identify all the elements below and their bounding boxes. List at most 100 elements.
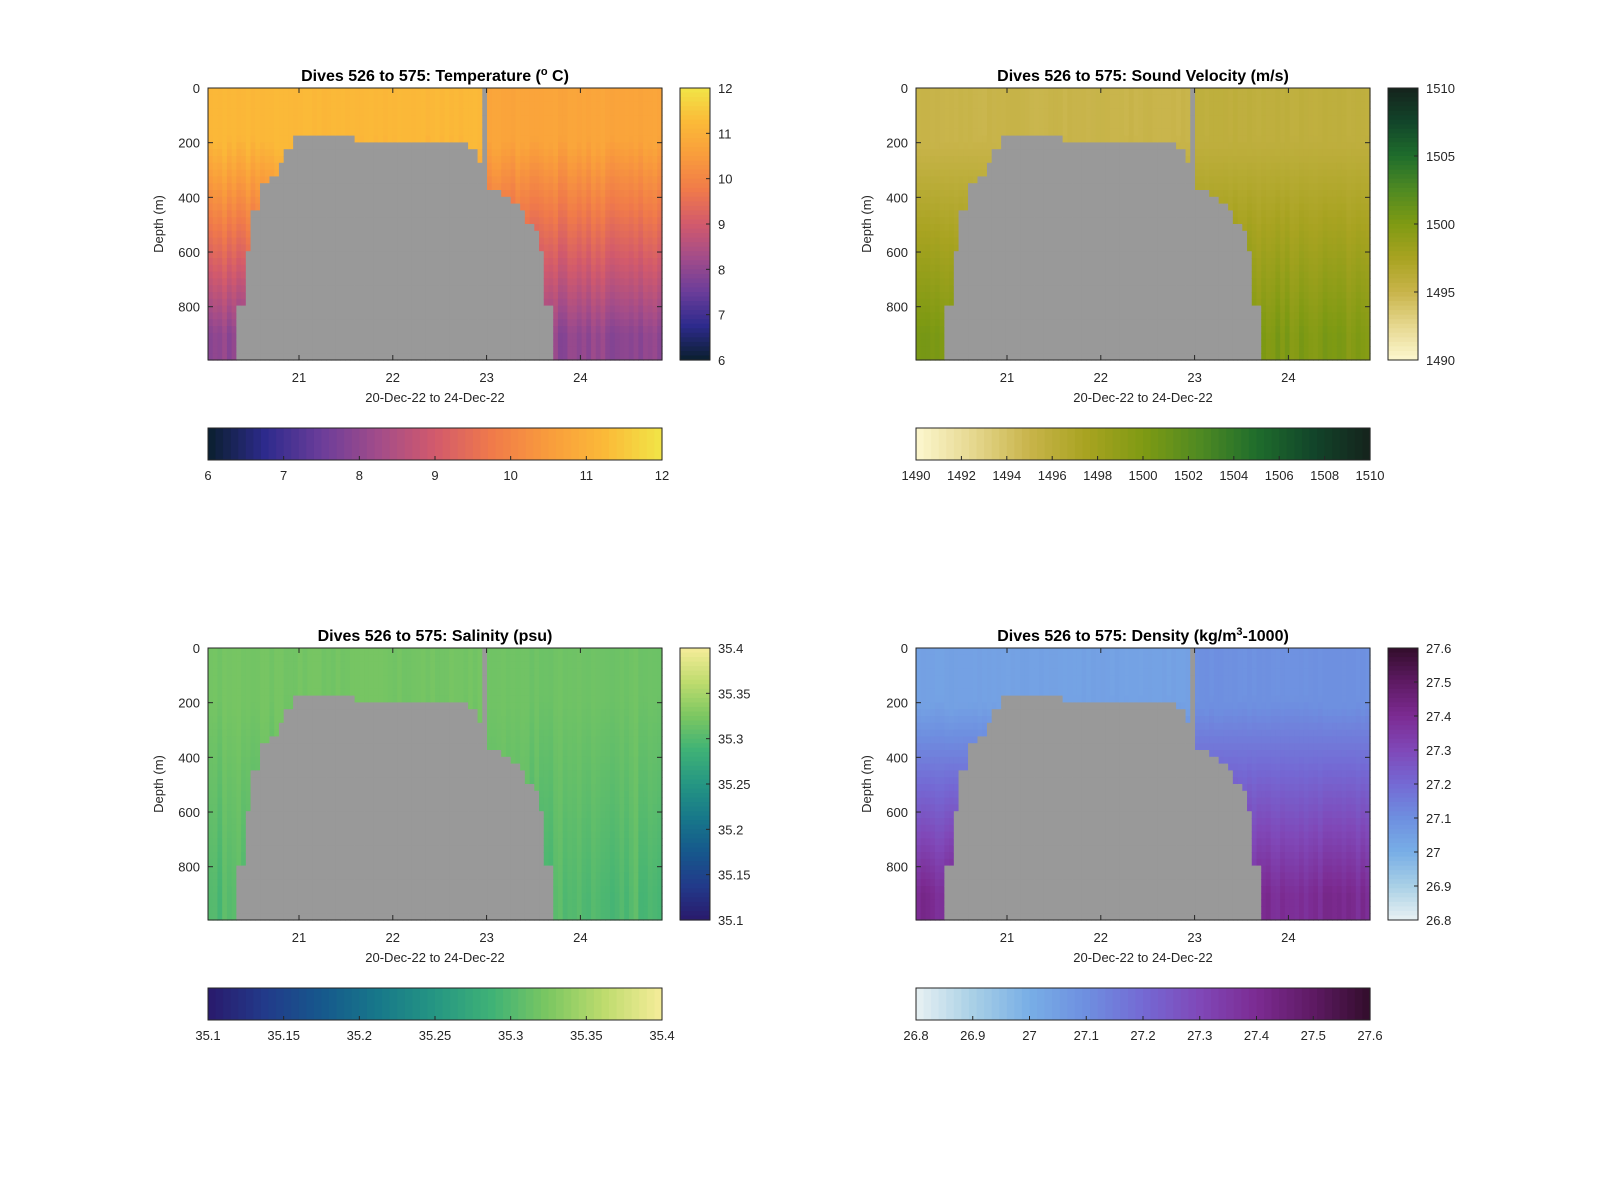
heatmap-cell	[331, 217, 336, 224]
heatmap-cell	[478, 156, 483, 163]
heatmap-cell	[1025, 285, 1030, 292]
heatmap-cell	[1025, 217, 1030, 224]
heatmap-cell	[487, 102, 492, 109]
heatmap-cell	[340, 183, 345, 190]
heatmap-cell	[388, 251, 393, 258]
heatmap-cell	[982, 333, 987, 340]
heatmap-cell	[992, 224, 997, 231]
heatmap-cell	[525, 299, 530, 306]
heatmap-cell	[638, 210, 643, 217]
heatmap-cell	[317, 244, 322, 251]
heatmap-cell	[515, 326, 520, 333]
heatmap-cell	[482, 333, 487, 340]
heatmap-cell	[954, 312, 959, 319]
heatmap-cell	[992, 190, 997, 197]
heatmap-cell	[977, 190, 982, 197]
heatmap-cell	[515, 265, 520, 272]
heatmap-cell	[222, 163, 227, 170]
heatmap-cell	[992, 285, 997, 292]
heatmap-cell	[954, 204, 959, 211]
heatmap-cell	[921, 163, 926, 170]
y-tick-label: 400	[178, 190, 200, 205]
heatmap-cell	[444, 108, 449, 115]
heatmap-cell	[591, 170, 596, 177]
heatmap-cell	[232, 197, 237, 204]
heatmap-cell	[397, 224, 402, 231]
heatmap-cell	[558, 149, 563, 156]
heatmap-cell	[982, 299, 987, 306]
heatmap-cell	[506, 88, 511, 95]
heatmap-cell	[582, 129, 587, 136]
heatmap-cell	[496, 217, 501, 224]
heatmap-cell	[511, 353, 516, 360]
heatmap-cell	[530, 346, 535, 353]
heatmap-cell	[468, 312, 473, 319]
heatmap-cell	[227, 115, 232, 122]
heatmap-cell	[260, 272, 265, 279]
heatmap-cell	[977, 340, 982, 347]
heatmap-cell	[544, 244, 549, 251]
heatmap-cell	[227, 95, 232, 102]
heatmap-cell	[473, 231, 478, 238]
heatmap-cell	[624, 353, 629, 360]
heatmap-cell	[619, 326, 624, 333]
heatmap-cell	[303, 306, 308, 313]
heatmap-cell	[421, 292, 426, 299]
heatmap-cell	[549, 176, 554, 183]
heatmap-cell	[977, 183, 982, 190]
heatmap-cell	[440, 210, 445, 217]
heatmap-cell	[525, 190, 530, 197]
heatmap-cell	[487, 183, 492, 190]
heatmap-cell	[596, 278, 601, 285]
heatmap-cell	[506, 292, 511, 299]
colorbar-segment	[216, 428, 224, 460]
heatmap-cell	[232, 353, 237, 360]
heatmap-cell	[326, 292, 331, 299]
heatmap-cell	[629, 265, 634, 272]
heatmap-cell	[987, 244, 992, 251]
heatmap-cell	[303, 224, 308, 231]
heatmap-cell	[426, 326, 431, 333]
heatmap-cell	[236, 210, 241, 217]
heatmap-cell	[232, 217, 237, 224]
heatmap-cell	[217, 197, 222, 204]
heatmap-cell	[378, 210, 383, 217]
heatmap-cell	[449, 163, 454, 170]
heatmap-cell	[236, 163, 241, 170]
heatmap-cell	[996, 88, 1001, 95]
heatmap-cell	[921, 272, 926, 279]
heatmap-cell	[940, 197, 945, 204]
heatmap-cell	[402, 170, 407, 177]
heatmap-cell	[638, 353, 643, 360]
heatmap-cell	[359, 108, 364, 115]
heatmap-cell	[515, 156, 520, 163]
heatmap-cell	[374, 102, 379, 109]
heatmap-cell	[572, 142, 577, 149]
heatmap-cell	[935, 244, 940, 251]
heatmap-cell	[534, 136, 539, 143]
heatmap-cell	[440, 156, 445, 163]
heatmap-cell	[369, 265, 374, 272]
heatmap-cell	[1001, 149, 1006, 156]
heatmap-cell	[530, 251, 535, 258]
heatmap-cell	[463, 176, 468, 183]
heatmap-cell	[430, 312, 435, 319]
heatmap-cell	[567, 292, 572, 299]
heatmap-cell	[643, 285, 648, 292]
heatmap-cell	[634, 149, 639, 156]
heatmap-cell	[251, 258, 256, 265]
heatmap-cell	[236, 129, 241, 136]
heatmap-cell	[307, 326, 312, 333]
heatmap-cell	[506, 102, 511, 109]
heatmap-cell	[944, 122, 949, 129]
heatmap-cell	[241, 306, 246, 313]
heatmap-cell	[534, 333, 539, 340]
heatmap-cell	[534, 265, 539, 272]
heatmap-cell	[454, 197, 459, 204]
heatmap-cell	[345, 217, 350, 224]
heatmap-cell	[307, 265, 312, 272]
heatmap-cell	[350, 340, 355, 347]
heatmap-cell	[1020, 102, 1025, 109]
heatmap-cell	[563, 176, 568, 183]
heatmap-cell	[1011, 156, 1016, 163]
